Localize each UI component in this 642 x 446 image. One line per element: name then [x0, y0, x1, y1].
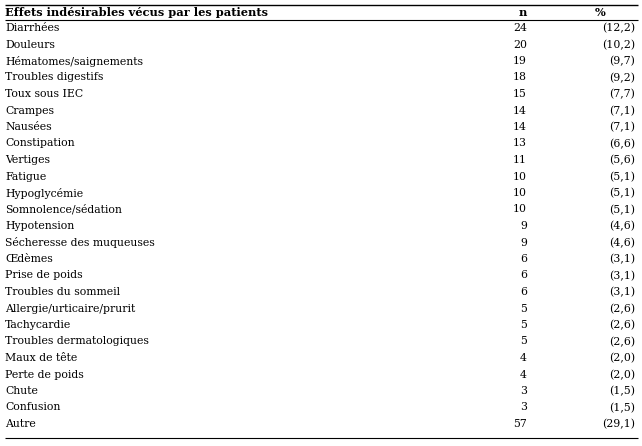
- Text: Confusion: Confusion: [5, 402, 60, 413]
- Text: 6: 6: [520, 254, 527, 264]
- Text: (3,1): (3,1): [609, 254, 635, 264]
- Text: Diarrhées: Diarrhées: [5, 23, 59, 33]
- Text: (2,6): (2,6): [609, 320, 635, 330]
- Text: Prise de poids: Prise de poids: [5, 271, 83, 281]
- Text: 10: 10: [513, 172, 527, 182]
- Text: Effets indésirables vécus par les patients: Effets indésirables vécus par les patien…: [5, 7, 268, 18]
- Text: (2,6): (2,6): [609, 303, 635, 314]
- Text: 5: 5: [520, 320, 527, 330]
- Text: (7,1): (7,1): [609, 122, 635, 132]
- Text: (9,7): (9,7): [609, 56, 635, 66]
- Text: Crampes: Crampes: [5, 106, 54, 116]
- Text: Toux sous IEC: Toux sous IEC: [5, 89, 83, 99]
- Text: (2,0): (2,0): [609, 353, 635, 363]
- Text: (2,0): (2,0): [609, 369, 635, 380]
- Text: (9,2): (9,2): [609, 73, 635, 83]
- Text: Nausées: Nausées: [5, 122, 51, 132]
- Text: (6,6): (6,6): [609, 139, 635, 149]
- Text: Vertiges: Vertiges: [5, 155, 50, 165]
- Text: 15: 15: [513, 89, 527, 99]
- Text: 3: 3: [520, 386, 527, 396]
- Text: Fatigue: Fatigue: [5, 172, 46, 182]
- Text: 14: 14: [513, 106, 527, 116]
- Text: 14: 14: [513, 122, 527, 132]
- Text: (3,1): (3,1): [609, 271, 635, 281]
- Text: 57: 57: [513, 419, 527, 429]
- Text: (5,1): (5,1): [609, 172, 635, 182]
- Text: Hypotension: Hypotension: [5, 221, 74, 231]
- Text: 5: 5: [520, 336, 527, 347]
- Text: Autre: Autre: [5, 419, 36, 429]
- Text: 20: 20: [513, 40, 527, 50]
- Text: (10,2): (10,2): [602, 40, 635, 50]
- Text: (4,6): (4,6): [609, 221, 635, 231]
- Text: (12,2): (12,2): [602, 23, 635, 33]
- Text: Sécheresse des muqueuses: Sécheresse des muqueuses: [5, 238, 155, 248]
- Text: %: %: [595, 7, 606, 18]
- Text: Tachycardie: Tachycardie: [5, 320, 71, 330]
- Text: Allergie/urticaire/prurit: Allergie/urticaire/prurit: [5, 303, 135, 314]
- Text: Hypoglycémie: Hypoglycémie: [5, 188, 83, 199]
- Text: 19: 19: [513, 56, 527, 66]
- Text: Chute: Chute: [5, 386, 38, 396]
- Text: (29,1): (29,1): [602, 419, 635, 429]
- Text: Perte de poids: Perte de poids: [5, 369, 83, 380]
- Text: (1,5): (1,5): [609, 402, 635, 413]
- Text: 4: 4: [520, 369, 527, 380]
- Text: 6: 6: [520, 271, 527, 281]
- Text: 11: 11: [513, 155, 527, 165]
- Text: Troubles dermatologiques: Troubles dermatologiques: [5, 336, 149, 347]
- Text: Constipation: Constipation: [5, 139, 74, 149]
- Text: (3,1): (3,1): [609, 287, 635, 297]
- Text: 18: 18: [513, 73, 527, 83]
- Text: (4,6): (4,6): [609, 238, 635, 248]
- Text: 5: 5: [520, 303, 527, 314]
- Text: Douleurs: Douleurs: [5, 40, 55, 50]
- Text: 4: 4: [520, 353, 527, 363]
- Text: (7,1): (7,1): [609, 106, 635, 116]
- Text: Maux de tête: Maux de tête: [5, 353, 77, 363]
- Text: Troubles digestifs: Troubles digestifs: [5, 73, 103, 83]
- Text: (5,6): (5,6): [609, 155, 635, 165]
- Text: 9: 9: [520, 238, 527, 248]
- Text: 10: 10: [513, 205, 527, 215]
- Text: 13: 13: [513, 139, 527, 149]
- Text: 9: 9: [520, 221, 527, 231]
- Text: 3: 3: [520, 402, 527, 413]
- Text: (5,1): (5,1): [609, 205, 635, 215]
- Text: Somnolence/sédation: Somnolence/sédation: [5, 205, 122, 215]
- Text: (2,6): (2,6): [609, 336, 635, 347]
- Text: Hématomes/saignements: Hématomes/saignements: [5, 56, 143, 67]
- Text: Œdèmes: Œdèmes: [5, 254, 53, 264]
- Text: Troubles du sommeil: Troubles du sommeil: [5, 287, 120, 297]
- Text: 6: 6: [520, 287, 527, 297]
- Text: n: n: [519, 7, 527, 18]
- Text: (5,1): (5,1): [609, 188, 635, 198]
- Text: (1,5): (1,5): [609, 386, 635, 396]
- Text: 10: 10: [513, 188, 527, 198]
- Text: 24: 24: [513, 23, 527, 33]
- Text: (7,7): (7,7): [609, 89, 635, 99]
